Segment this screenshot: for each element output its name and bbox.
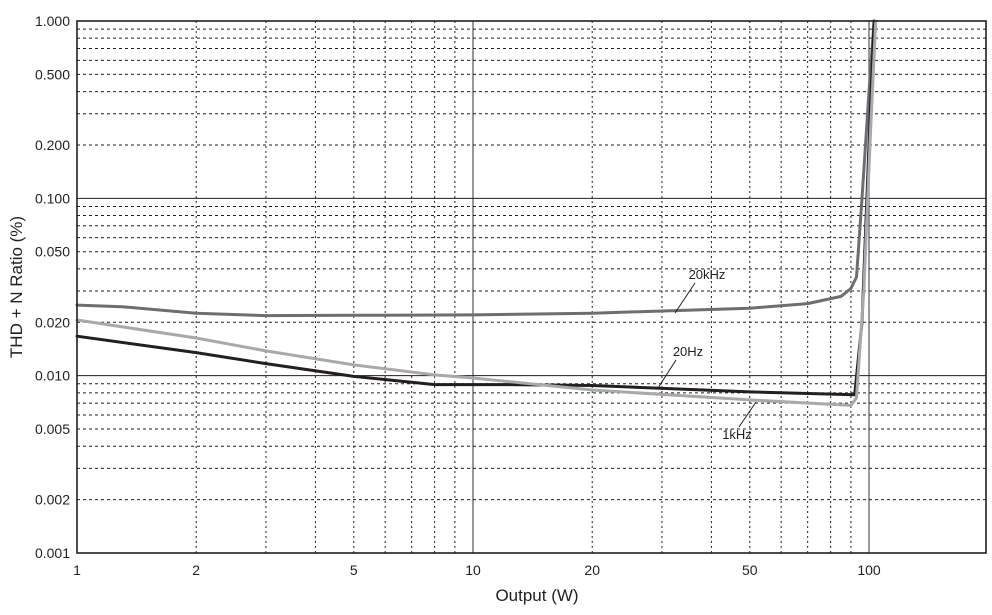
y-tick-label: 0.200: [35, 137, 70, 153]
x-tick-label: 20: [584, 562, 600, 578]
series-20khz-line: [75, 19, 876, 318]
annotation-leader-line: [738, 401, 757, 428]
y-tick-label: 0.020: [35, 314, 70, 330]
y-tick-label: 0.002: [35, 492, 70, 508]
plot-frame: [76, 20, 987, 554]
y-tick-label: 0.100: [35, 190, 70, 206]
y-axis-ticks: 1.000 0.500 0.200 0.100 0.050 0.020 0.010 0.005…: [35, 13, 70, 561]
grid-lines: [77, 21, 986, 553]
y-axis-label: THD + N Ratio (%): [7, 216, 26, 358]
annotation-leader-line: [657, 359, 677, 389]
annotation-20hz: 20Hz: [673, 344, 703, 359]
y-tick-label: 0.500: [35, 66, 70, 82]
y-tick-label: 0.001: [35, 545, 70, 561]
y-tick-label: 0.010: [35, 368, 70, 384]
annotation-leader-line: [674, 282, 696, 314]
x-tick-label: 100: [857, 562, 881, 578]
x-tick-label: 5: [350, 562, 358, 578]
annotation-20khz: 20kHz: [689, 267, 726, 282]
annotation-1khz: 1kHz: [722, 427, 752, 442]
y-tick-label: 0.005: [35, 421, 70, 437]
series-annotations: 20kHz 20Hz 1kHz: [657, 267, 757, 442]
series-1khz-line: [75, 19, 878, 407]
y-tick-label: 0.050: [35, 244, 70, 260]
x-tick-label: 1: [73, 562, 81, 578]
x-tick-label: 50: [742, 562, 758, 578]
x-axis-ticks: 1 2 5 10 20 50 100: [73, 562, 881, 578]
x-tick-label: 10: [465, 562, 481, 578]
data-curves: [75, 19, 878, 407]
x-tick-label: 2: [192, 562, 200, 578]
y-tick-label: 1.000: [35, 13, 70, 29]
x-axis-label: Output (W): [495, 586, 578, 605]
